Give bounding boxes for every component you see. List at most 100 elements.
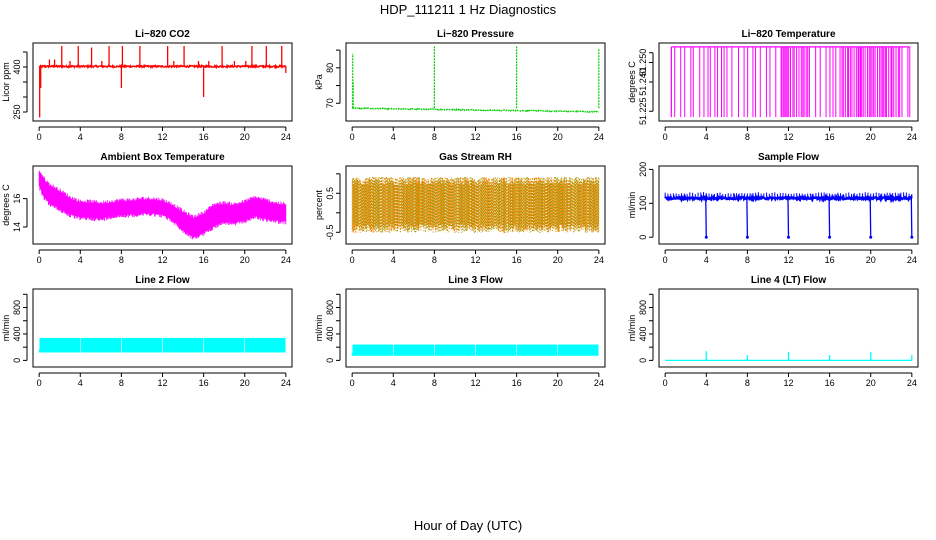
x-tick-label-line2: 8 <box>119 378 124 388</box>
x-tick-label-line2: 24 <box>281 378 291 388</box>
y-tick-label-line2: 400 <box>12 326 22 341</box>
x-tick-label-line2: 16 <box>199 378 209 388</box>
series-line-co2 <box>38 63 287 70</box>
x-tick-label-sample_flow: 4 <box>704 255 709 265</box>
y-tick-label-pressure: 80 <box>325 63 335 73</box>
flow-band-line2 <box>39 337 80 353</box>
x-tick-label-ambient: 0 <box>37 255 42 265</box>
y-axis-label-temperature: degrees C <box>627 61 637 103</box>
flow-band-line2 <box>245 337 286 353</box>
flow-band-line3 <box>352 344 393 356</box>
y-tick-label-temperature: 51.225 <box>638 97 648 125</box>
x-tick-label-line2: 4 <box>78 378 83 388</box>
x-tick-label-line3: 0 <box>350 378 355 388</box>
y-axis-label-sample_flow: ml/min <box>627 192 637 219</box>
x-tick-label-line2: 12 <box>157 378 167 388</box>
y-axis-label-ambient: degrees C <box>1 184 11 226</box>
x-tick-label-pressure: 16 <box>512 132 522 142</box>
x-tick-label-sample_flow: 20 <box>866 255 876 265</box>
x-tick-label-line3: 12 <box>470 378 480 388</box>
x-tick-label-sample_flow: 8 <box>745 255 750 265</box>
sample-flow-dip <box>787 198 790 238</box>
sample-flow-dip <box>746 198 749 238</box>
x-tick-label-sample_flow: 12 <box>783 255 793 265</box>
panel-title-sample_flow: Sample Flow <box>758 152 819 163</box>
panel-temperature: Li−820 Temperature degrees C 0 4 8 12 16 20 24 51… <box>627 29 919 142</box>
plot-area-co2 <box>38 46 287 118</box>
x-tick-label-ambient: 24 <box>281 255 291 265</box>
x-tick-label-line4: 8 <box>745 378 750 388</box>
y-tick-label-line4: 800 <box>638 300 648 315</box>
flow-band-line3 <box>475 344 517 356</box>
y-axis-label-line2: ml/min <box>1 315 11 342</box>
figure-x-axis-label: Hour of Day (UTC) <box>413 518 523 533</box>
x-tick-label-ambient: 12 <box>157 255 167 265</box>
y-tick-label-rh: -0.5 <box>325 225 335 241</box>
flow-band-line2 <box>162 337 204 353</box>
x-tick-label-rh: 20 <box>553 255 563 265</box>
panel-pressure: Li−820 Pressure kPa 0 4 8 12 16 20 24 70 80 <box>314 29 606 142</box>
plot-frame-line4 <box>658 288 919 368</box>
plot-area-rh <box>351 177 600 234</box>
y-tick-label-line3: 0 <box>325 358 335 363</box>
sample-flow-dip-point <box>787 235 790 239</box>
plot-frame-ambient <box>32 165 293 245</box>
plot-area-temperature <box>670 46 911 118</box>
sample-flow-dip-point <box>828 235 832 239</box>
x-tick-label-line2: 20 <box>240 378 250 388</box>
y-tick-label-line2: 800 <box>12 300 22 315</box>
y-axis-label-line3: ml/min <box>314 315 324 342</box>
panel-title-co2: Li−820 CO2 <box>135 29 190 40</box>
flow-band-line3 <box>393 344 435 356</box>
x-tick-label-line4: 12 <box>783 378 793 388</box>
y-tick-label-line4: 0 <box>638 358 648 363</box>
flow-band-line2 <box>203 337 245 353</box>
sample-flow-dip-point <box>704 235 708 239</box>
x-tick-label-co2: 4 <box>78 132 83 142</box>
sample-flow-dip-point <box>910 235 914 239</box>
x-tick-label-temperature: 0 <box>663 132 668 142</box>
flow-band-line2 <box>121 337 163 353</box>
x-tick-label-co2: 12 <box>157 132 167 142</box>
x-tick-label-line3: 8 <box>432 378 437 388</box>
flow-band-line2 <box>80 337 122 353</box>
y-axis-label-co2: Licor ppm <box>1 62 11 102</box>
panel-title-temperature: Li−820 Temperature <box>741 29 835 40</box>
y-axis-label-rh: percent <box>314 189 324 220</box>
y-tick-label-line3: 400 <box>325 326 335 341</box>
x-tick-label-pressure: 12 <box>470 132 480 142</box>
panel-title-pressure: Li−820 Pressure <box>437 29 514 40</box>
sample-flow-dip <box>828 198 831 238</box>
sample-flow-dip <box>869 198 872 238</box>
y-tick-label-sample_flow: 0 <box>638 235 648 240</box>
y-tick-label-sample_flow: 100 <box>638 196 648 211</box>
series-line-pressure <box>351 106 599 114</box>
panel-title-line4: Line 4 (LT) Flow <box>751 275 827 286</box>
x-tick-label-ambient: 4 <box>78 255 83 265</box>
plot-frame-line3 <box>345 288 606 368</box>
x-tick-label-sample_flow: 16 <box>825 255 835 265</box>
x-tick-label-line3: 20 <box>553 378 563 388</box>
x-tick-label-line4: 4 <box>704 378 709 388</box>
panel-co2: Li−820 CO2 Licor ppm 0 4 8 12 16 20 24 250 400 <box>1 29 293 142</box>
sample-flow-dip-point <box>745 235 749 239</box>
y-tick-label-co2: 250 <box>12 104 22 119</box>
x-tick-label-rh: 24 <box>594 255 604 265</box>
plot-frame-sample_flow <box>658 165 919 245</box>
panel-title-ambient: Ambient Box Temperature <box>100 152 225 163</box>
y-tick-label-sample_flow: 200 <box>638 162 648 177</box>
y-tick-label-line2: 0 <box>12 358 22 363</box>
y-tick-label-rh: 0.5 <box>325 187 335 200</box>
plot-frame-pressure <box>345 42 606 122</box>
x-tick-label-ambient: 16 <box>199 255 209 265</box>
panel-rh: Gas Stream RH percent 0 4 8 12 16 20 24 -0.5 0.5 <box>314 152 606 265</box>
x-tick-label-line4: 16 <box>825 378 835 388</box>
flow-band-line3 <box>516 344 558 356</box>
x-tick-label-line4: 24 <box>907 378 917 388</box>
x-tick-label-line4: 0 <box>663 378 668 388</box>
x-tick-label-rh: 16 <box>512 255 522 265</box>
x-tick-label-sample_flow: 24 <box>907 255 917 265</box>
x-tick-label-temperature: 8 <box>745 132 750 142</box>
